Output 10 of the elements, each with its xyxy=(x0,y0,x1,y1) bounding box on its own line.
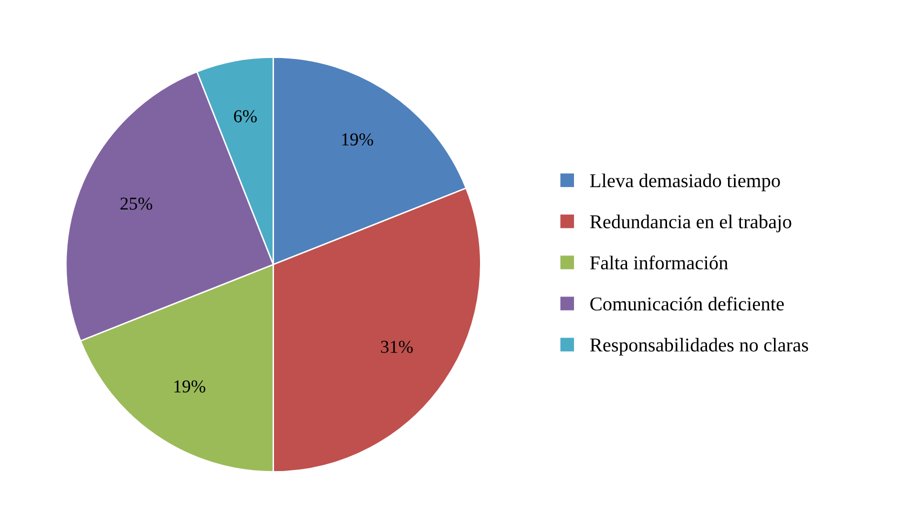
legend-label: Responsabilidades no claras xyxy=(590,338,808,356)
legend-label: Lleva demasiado tiempo xyxy=(590,174,780,192)
data-label: 25% xyxy=(120,198,152,210)
data-label: 31% xyxy=(381,340,413,353)
legend-label: Redundancia en el trabajo xyxy=(590,214,792,232)
data-label: 19% xyxy=(342,133,374,146)
data-label: 6% xyxy=(234,110,257,122)
data-label: 19% xyxy=(174,380,206,393)
legend-label: Comunicación deficiente xyxy=(590,296,784,311)
legend-label: Falta información xyxy=(590,256,728,270)
